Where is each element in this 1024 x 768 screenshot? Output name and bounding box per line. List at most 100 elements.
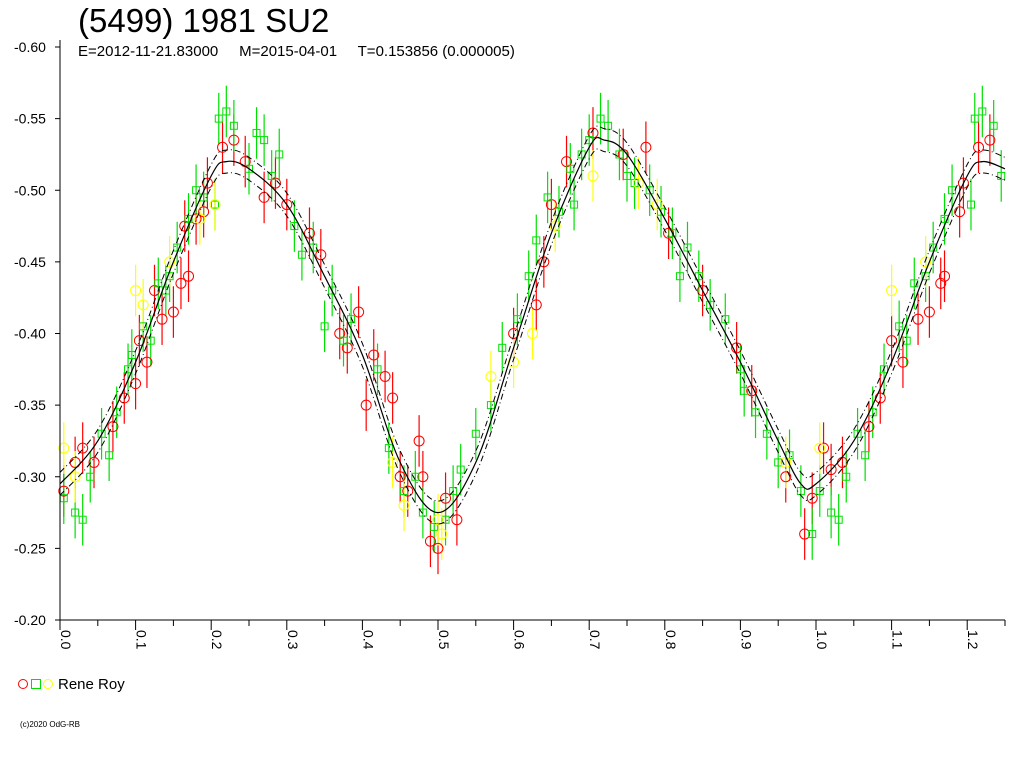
data-point-square	[267, 171, 276, 180]
data-point-square	[543, 193, 552, 202]
data-point-circle	[663, 227, 675, 239]
data-point-circle	[984, 134, 996, 146]
data-point-circle	[217, 141, 229, 153]
data-point-circle	[58, 485, 70, 497]
data-point-circle	[806, 492, 818, 504]
data-point-circle	[632, 177, 644, 189]
data-point-square	[940, 214, 949, 223]
data-point-circle	[209, 199, 221, 211]
fit-curves	[59, 125, 1006, 525]
data-point-square	[842, 472, 851, 481]
data-point-square	[596, 114, 605, 123]
data-point-square	[706, 300, 715, 309]
data-point-circle	[368, 349, 380, 361]
x-tick-label: 0.8	[663, 630, 679, 650]
x-tick-label: 0.1	[134, 630, 150, 650]
x-tick-label: 1.1	[890, 630, 906, 650]
data-point-circle	[88, 456, 100, 468]
data-point-square	[146, 336, 155, 345]
x-tick-label: 0.5	[436, 630, 452, 650]
data-point-square	[127, 350, 136, 359]
x-tick-label: 0.7	[587, 630, 603, 650]
data-point-square	[615, 150, 624, 159]
data-point-square	[339, 336, 348, 345]
x-axis-ticks: 0.0 0.1 0.2 0.3 0.4 0.5 0.6 0.7 0.8 0.9 1.0 1.1 1.2	[58, 620, 1006, 650]
data-point-square	[834, 515, 843, 524]
data-point-circle	[258, 191, 270, 203]
x-tick-label: 0.4	[360, 630, 376, 650]
data-point-circle	[818, 442, 830, 454]
data-point-square	[683, 243, 692, 252]
data-point-square	[471, 429, 480, 438]
data-point-circle	[394, 471, 406, 483]
data-point-square	[78, 515, 87, 524]
data-markers	[58, 107, 1006, 554]
data-point-square	[532, 236, 541, 245]
data-point-square	[948, 186, 957, 195]
data-point-circle	[228, 134, 240, 146]
data-point-circle	[912, 313, 924, 325]
x-tick-label: 0.9	[738, 630, 754, 650]
data-point-circle	[164, 256, 176, 268]
data-point-square	[290, 222, 299, 231]
data-point-circle	[360, 399, 372, 411]
data-point-circle	[353, 306, 365, 318]
data-point-circle	[398, 499, 410, 511]
data-point-circle	[303, 227, 315, 239]
fit-curve-upper	[59, 125, 1006, 502]
fit-curve	[59, 136, 1006, 514]
data-point-circle	[935, 277, 947, 289]
data-point-square	[513, 315, 522, 324]
data-point-square	[604, 121, 613, 130]
chart-subtitle: E=2012-11-21.83000 M=2015-04-01 T=0.1538…	[78, 43, 515, 60]
data-point-square	[441, 515, 450, 524]
data-point-circle	[485, 370, 497, 382]
data-point-circle	[175, 277, 187, 289]
data-point-circle	[780, 471, 792, 483]
y-tick-label: -0.20	[14, 612, 46, 628]
data-point-circle	[863, 421, 875, 433]
data-point-circle	[939, 270, 951, 282]
data-point-circle	[141, 356, 153, 368]
data-point-square	[740, 386, 749, 395]
data-point-square	[808, 530, 817, 539]
y-tick-label: -0.45	[14, 254, 46, 270]
data-point-circle	[107, 421, 119, 433]
data-point-circle	[651, 199, 663, 211]
legend: Rene Roy	[18, 676, 125, 693]
data-point-square	[245, 164, 253, 173]
data-point-circle	[198, 206, 210, 218]
y-axis-ticks: -0.60 -0.55 -0.50 -0.45 -0.40 -0.35 -0.30 -0.25…	[14, 39, 60, 628]
data-point-circle	[451, 514, 463, 526]
fit-curve-lower	[59, 148, 1006, 525]
data-point-square	[721, 315, 730, 324]
data-point-square	[86, 472, 95, 481]
data-point-square	[320, 322, 329, 331]
data-point-square	[229, 121, 238, 130]
data-point-square	[827, 508, 836, 517]
data-point-square	[997, 171, 1006, 180]
data-point-circle	[697, 285, 709, 297]
data-point-square	[861, 451, 870, 460]
legend-label: Rene Roy	[58, 676, 125, 693]
data-point-square	[970, 114, 979, 123]
y-tick-label: -0.55	[14, 111, 46, 127]
data-point-square	[880, 365, 889, 374]
data-point-circle	[387, 456, 399, 468]
data-point-square	[124, 365, 133, 374]
data-point-square	[774, 458, 783, 467]
data-point-square	[373, 365, 382, 374]
data-point-circle	[814, 442, 826, 454]
data-point-square	[853, 429, 862, 438]
data-point-circle	[379, 370, 391, 382]
data-point-square	[762, 429, 771, 438]
data-point-circle	[77, 442, 89, 454]
data-point-square	[309, 243, 318, 252]
data-point-circle	[973, 141, 985, 153]
data-point-square	[139, 322, 148, 331]
x-tick-label: 0.0	[58, 630, 74, 650]
data-point-circle	[923, 306, 935, 318]
data-point-circle	[436, 528, 448, 540]
data-point-square	[297, 250, 306, 259]
